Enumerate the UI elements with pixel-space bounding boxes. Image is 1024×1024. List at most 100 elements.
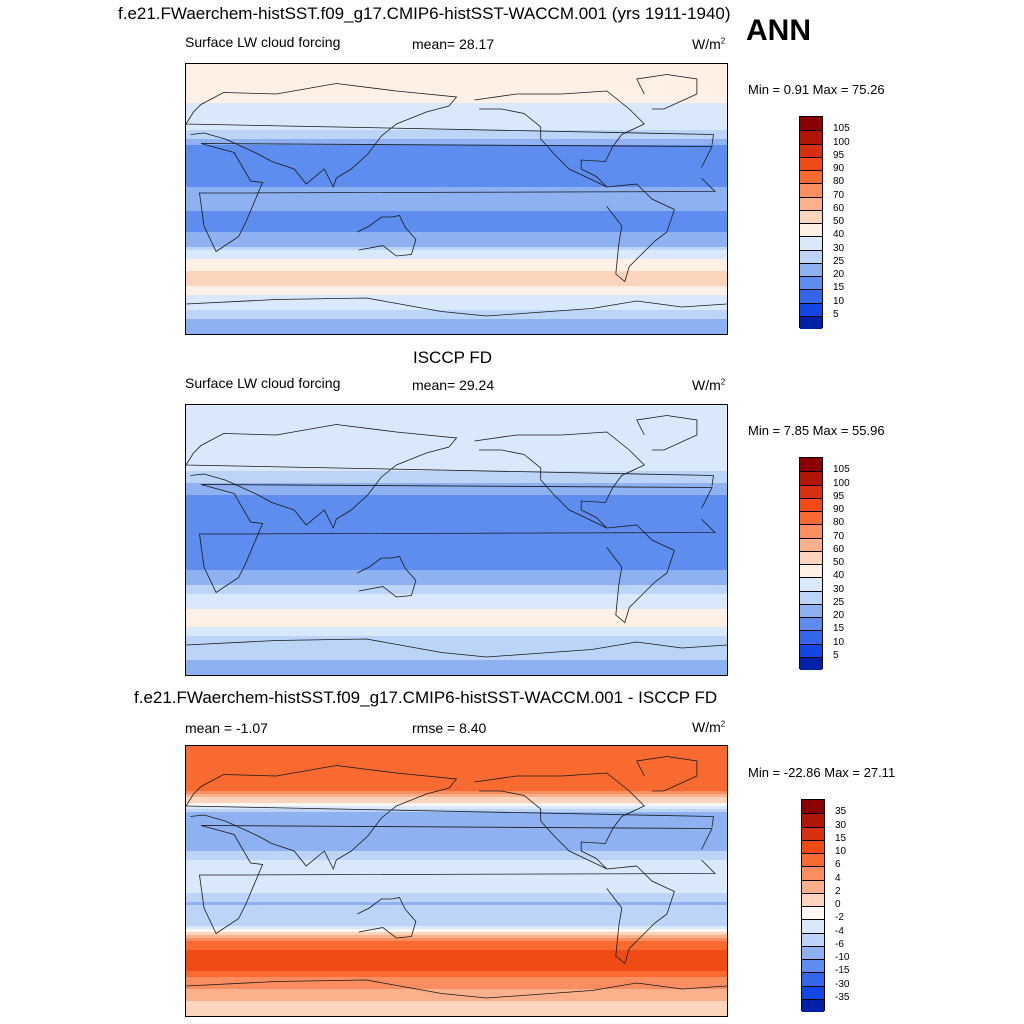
colorbar-tick-label: 90 <box>833 504 845 515</box>
lat-band <box>186 881 727 885</box>
lat-band <box>186 773 727 777</box>
lat-band <box>186 97 727 101</box>
colorbar-tick-label: 20 <box>833 269 845 280</box>
colorbar-box <box>802 945 824 959</box>
lat-band <box>186 761 727 765</box>
lat-band <box>186 450 727 454</box>
colorbar-tick-label: 105 <box>833 464 850 476</box>
lat-band <box>186 995 727 999</box>
lat-band <box>186 414 727 418</box>
coastline <box>199 484 716 594</box>
lat-band <box>186 830 727 834</box>
lat-band <box>186 609 727 613</box>
coastline <box>636 756 698 792</box>
lat-band <box>186 133 727 137</box>
lat-band <box>186 79 727 83</box>
lat-band <box>186 851 727 855</box>
lat-band <box>186 600 727 604</box>
lat-band <box>186 1013 727 1016</box>
panel-diff-rmse-label: rmse = 8.40 <box>412 720 487 736</box>
coastline <box>474 772 645 870</box>
map-plot-area <box>186 64 727 334</box>
lat-band <box>186 411 727 415</box>
panel-model-title: f.e21.FWaerchem-histSST.f09_g17.CMIP6-hi… <box>118 4 731 23</box>
lat-band <box>186 770 727 774</box>
lat-band <box>186 564 727 568</box>
colorbar-box <box>800 511 822 525</box>
lat-band <box>186 555 727 559</box>
colorbar-tick-label: 40 <box>833 570 845 582</box>
colorbar-box <box>802 932 824 946</box>
lat-band <box>186 749 727 753</box>
colorbar-tick-label: 30 <box>835 819 847 831</box>
lat-band <box>186 408 727 412</box>
lat-band <box>186 986 727 990</box>
colorbar-tick-label: 5 <box>833 308 839 320</box>
lat-band <box>186 151 727 155</box>
lat-band <box>186 268 727 272</box>
lat-band <box>186 184 727 188</box>
lat-band <box>186 794 727 798</box>
lat-band <box>186 64 727 68</box>
coastline <box>606 183 675 283</box>
panel-obs-minmax: Min = 7.85 Max = 55.96 <box>748 423 885 438</box>
lat-band <box>186 112 727 116</box>
coastline <box>474 90 645 188</box>
lat-band <box>186 420 727 424</box>
lat-band <box>186 974 727 978</box>
coastline <box>474 431 645 529</box>
panel-model-units: W/m2 <box>692 36 726 52</box>
lat-band <box>186 591 727 595</box>
colorbar-tick-label: -4 <box>835 925 844 937</box>
lat-band <box>186 232 727 236</box>
lat-band <box>186 791 727 795</box>
lat-band <box>186 124 727 128</box>
coastline <box>606 865 675 965</box>
lat-band <box>186 818 727 822</box>
colorbar-tick-label: -6 <box>835 938 844 950</box>
lat-band <box>186 289 727 293</box>
lat-band <box>186 187 727 191</box>
lat-band <box>186 824 727 828</box>
lat-band <box>186 1010 727 1014</box>
lat-band <box>186 992 727 996</box>
panel-obs-title: ISCCP FD <box>413 348 493 367</box>
lat-band <box>186 552 727 556</box>
panel-diff-title: f.e21.FWaerchem-histSST.f09_g17.CMIP6-hi… <box>134 688 718 707</box>
colorbar-box <box>802 998 824 1012</box>
lat-band <box>186 953 727 957</box>
colorbar-tick-label: 25 <box>833 596 845 608</box>
lat-band <box>186 543 727 547</box>
colorbar-box <box>800 183 822 197</box>
colorbar-box <box>800 236 822 250</box>
lat-band <box>186 914 727 918</box>
colorbar-box <box>802 906 824 920</box>
lat-band <box>186 211 727 215</box>
lat-band <box>186 175 727 179</box>
lat-band <box>186 594 727 598</box>
lat-band <box>186 438 727 442</box>
lat-band <box>186 639 727 643</box>
lat-band <box>186 519 727 523</box>
lat-band <box>186 576 727 580</box>
colorbar-box <box>800 484 822 498</box>
lat-band <box>186 648 727 652</box>
lat-band <box>186 226 727 230</box>
colorbar-box <box>800 537 822 551</box>
colorbar-box <box>800 458 822 472</box>
lat-band <box>186 752 727 756</box>
panel-diff-colorbar <box>801 799 825 1012</box>
colorbar-tick-label: 0 <box>835 899 841 910</box>
lat-band <box>186 908 727 912</box>
colorbar-box <box>800 603 822 617</box>
lat-band <box>186 998 727 1002</box>
lat-band <box>186 848 727 852</box>
lat-band <box>186 453 727 457</box>
lat-band <box>186 803 727 807</box>
lat-band <box>186 307 727 311</box>
lat-band <box>186 115 727 119</box>
lat-band <box>186 244 727 248</box>
lat-band <box>186 959 727 963</box>
colorbar-box <box>800 564 822 578</box>
lat-band <box>186 935 727 939</box>
